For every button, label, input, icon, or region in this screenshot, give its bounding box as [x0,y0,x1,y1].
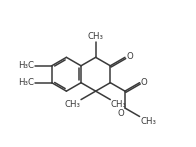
Text: O: O [141,78,147,87]
Text: CH₃: CH₃ [140,117,156,126]
Text: O: O [118,109,124,118]
Text: CH₃: CH₃ [88,32,104,41]
Text: CH₃: CH₃ [111,100,127,109]
Text: H₃C: H₃C [18,78,34,87]
Text: O: O [126,52,133,61]
Text: CH₃: CH₃ [64,100,80,109]
Text: H₃C: H₃C [18,61,34,70]
